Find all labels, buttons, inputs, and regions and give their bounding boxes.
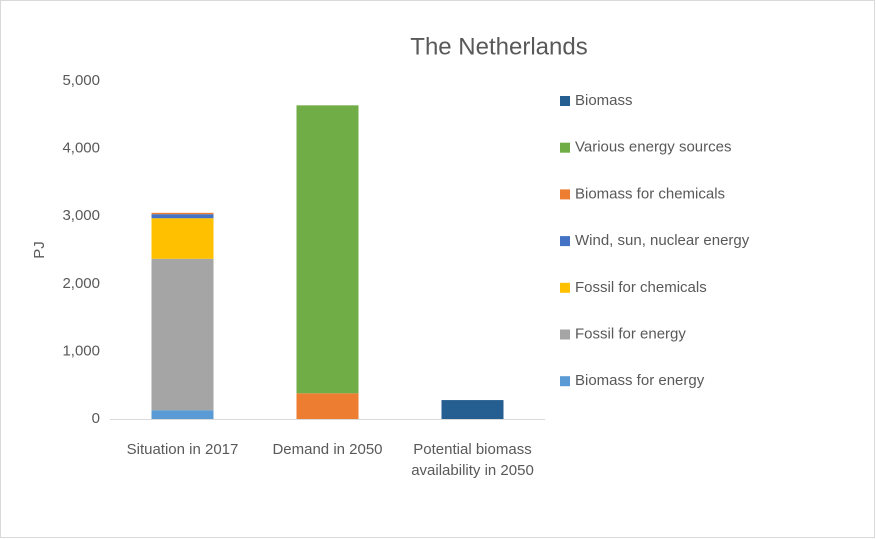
legend-swatch xyxy=(560,142,570,153)
x-tick-label: Situation in 2017 xyxy=(126,441,239,458)
legend-swatch xyxy=(560,376,570,387)
bar-segment xyxy=(151,258,214,411)
y-tick-label: 2,000 xyxy=(62,275,100,292)
bar-segment xyxy=(296,393,359,419)
bar-segment xyxy=(441,400,504,419)
y-tick-label: 0 xyxy=(92,410,100,427)
legend-swatch xyxy=(560,189,570,200)
legend-label: Fossil for energy xyxy=(575,325,686,342)
bar-segment xyxy=(151,410,214,419)
bar-segment xyxy=(296,105,359,394)
legend-swatch xyxy=(560,96,570,106)
y-tick-label: 3,000 xyxy=(62,207,100,224)
legend-swatch xyxy=(560,236,570,247)
legend-label: Biomass xyxy=(575,92,633,109)
legend-swatch xyxy=(560,329,570,340)
bar-segment xyxy=(151,214,214,219)
legend-label: Various energy sources xyxy=(575,139,731,156)
y-tick-label: 5,000 xyxy=(62,72,100,89)
legend-label: Biomass for chemicals xyxy=(575,185,725,202)
legend-label: Fossil for chemicals xyxy=(575,279,707,296)
chart-title: The Netherlands xyxy=(410,33,587,60)
legend-label: Wind, sun, nuclear energy xyxy=(575,232,750,249)
x-tick-label: Potential biomass availability in 2050 xyxy=(411,441,534,479)
legend-label: Biomass for energy xyxy=(575,372,705,389)
bar-segment xyxy=(151,218,214,259)
bar-segment xyxy=(151,212,214,215)
y-tick-label: 4,000 xyxy=(62,140,100,157)
y-tick-label: 1,000 xyxy=(62,342,100,359)
x-tick-label: Demand in 2050 xyxy=(272,441,383,458)
legend-swatch xyxy=(560,282,570,293)
y-axis-label: PJ xyxy=(31,241,48,259)
